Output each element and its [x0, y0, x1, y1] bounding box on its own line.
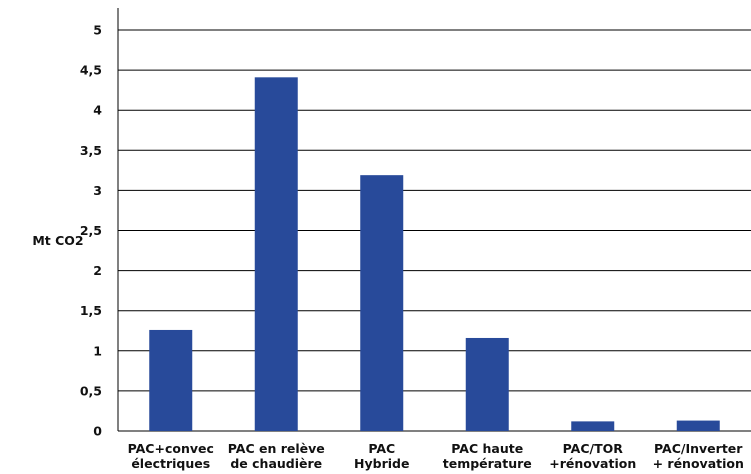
bars	[149, 77, 720, 432]
x-category-label: PAC/TOR	[563, 441, 624, 456]
x-category-label: de chaudière	[230, 456, 322, 471]
y-tick-label: 4	[93, 103, 102, 118]
y-tick-label: 0,5	[80, 383, 102, 398]
y-tick-label: 5	[93, 23, 102, 38]
bar	[360, 175, 404, 431]
bar	[254, 77, 298, 432]
x-category-label: PAC+convec	[128, 441, 214, 456]
y-tick-label: 3	[93, 183, 102, 198]
x-category-label: Hybride	[354, 456, 409, 471]
y-tick-label: 2,5	[80, 223, 102, 238]
x-category-label: électriques	[131, 456, 210, 471]
x-category-label: + rénovation	[653, 456, 744, 471]
y-tick-label: 4,5	[80, 63, 102, 78]
bar	[149, 329, 193, 431]
x-category-label: PAC	[368, 441, 395, 456]
x-category-label: PAC haute	[451, 441, 523, 456]
y-axis-label: Mt CO2	[32, 233, 83, 248]
y-tick-labels: 0 0,5 1 1,5 2 2,5 3 3,5 4 4,5 5	[80, 23, 102, 439]
y-tick-label: 0	[93, 424, 102, 439]
bar	[465, 337, 509, 431]
x-category-label: PAC en relève	[228, 441, 325, 456]
y-tick-label: 1,5	[80, 303, 102, 318]
y-tick-label: 2	[93, 263, 102, 278]
x-category-label: température	[443, 456, 532, 471]
y-tick-label: 1	[93, 343, 102, 358]
bar	[676, 420, 720, 431]
y-tick-label: 3,5	[80, 143, 102, 158]
gridlines	[118, 29, 751, 432]
x-category-label: PAC/Inverter	[654, 441, 743, 456]
x-category-label: +rénovation	[549, 456, 636, 471]
bar	[571, 421, 615, 431]
